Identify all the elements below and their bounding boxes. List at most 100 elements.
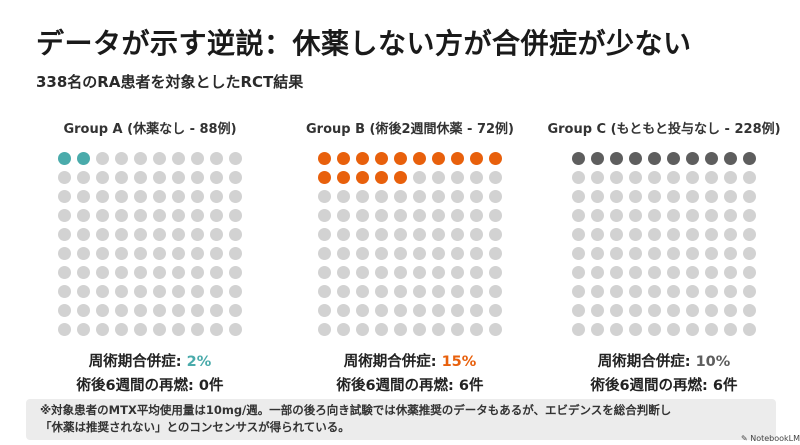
waffle-dot-filled (413, 152, 426, 165)
waffle-dot-empty (667, 209, 680, 222)
waffle-dot-empty (172, 190, 185, 203)
waffle-dot-empty (432, 171, 445, 184)
waffle-dot-empty (470, 247, 483, 260)
waffle-dot-empty (96, 209, 109, 222)
waffle-dot-empty (58, 285, 71, 298)
waffle-dot-empty (724, 304, 737, 317)
waffle-dot-empty (572, 171, 585, 184)
group-c-panel: Group C (もともと投与なし - 228例) 周術期合併症: 10% 術後… (534, 118, 794, 398)
waffle-dot-empty (96, 304, 109, 317)
waffle-dot-empty (629, 209, 642, 222)
waffle-dot-empty (394, 228, 407, 241)
waffle-dot-empty (743, 209, 756, 222)
waffle-dot-empty (394, 285, 407, 298)
waffle-dot-empty (96, 266, 109, 279)
waffle-dot-empty (134, 285, 147, 298)
waffle-dot-empty (172, 323, 185, 336)
waffle-dot-filled (591, 152, 604, 165)
waffle-dot-empty (572, 247, 585, 260)
waffle-dot-empty (489, 304, 502, 317)
waffle-dot-empty (686, 285, 699, 298)
waffle-dot-empty (77, 266, 90, 279)
waffle-dot-empty (705, 323, 718, 336)
waffle-dot-empty (743, 228, 756, 241)
waffle-dot-empty (134, 228, 147, 241)
footnote-line-2: 「休薬は推奨されない」とのコンセンサスが得られている。 (40, 420, 350, 434)
waffle-dot-empty (667, 171, 680, 184)
waffle-dot-filled (686, 152, 699, 165)
waffle-dot-empty (629, 190, 642, 203)
waffle-dot-empty (191, 323, 204, 336)
waffle-dot-filled (489, 152, 502, 165)
waffle-dot-empty (610, 171, 623, 184)
waffle-dot-empty (743, 171, 756, 184)
waffle-dot-empty (470, 228, 483, 241)
waffle-dot-filled (610, 152, 623, 165)
waffle-dot-empty (337, 323, 350, 336)
waffle-dot-filled (572, 152, 585, 165)
page-title: データが示す逆説：休薬しない方が合併症が少ない (36, 27, 692, 60)
waffle-dot-empty (134, 323, 147, 336)
waffle-dot-empty (96, 228, 109, 241)
waffle-dot-empty (172, 266, 185, 279)
waffle-dot-empty (229, 209, 242, 222)
waffle-dot-empty (356, 266, 369, 279)
waffle-dot-empty (134, 152, 147, 165)
waffle-dot-empty (356, 228, 369, 241)
waffle-dot-empty (432, 285, 445, 298)
waffle-dot-empty (610, 190, 623, 203)
waffle-dot-empty (667, 228, 680, 241)
waffle-dot-empty (413, 285, 426, 298)
waffle-dot-empty (591, 228, 604, 241)
waffle-dot-empty (77, 304, 90, 317)
group-c-waffle (572, 152, 756, 336)
waffle-dot-empty (375, 266, 388, 279)
waffle-dot-empty (153, 266, 166, 279)
waffle-dot-empty (210, 152, 223, 165)
waffle-dot-empty (115, 152, 128, 165)
waffle-dot-empty (337, 247, 350, 260)
waffle-dot-empty (318, 190, 331, 203)
waffle-dot-empty (667, 285, 680, 298)
waffle-dot-empty (58, 209, 71, 222)
waffle-dot-empty (337, 304, 350, 317)
waffle-dot-empty (115, 190, 128, 203)
group-b-complication-value: 15% (441, 354, 477, 370)
waffle-dot-empty (134, 266, 147, 279)
waffle-dot-filled (648, 152, 661, 165)
waffle-dot-empty (153, 285, 166, 298)
waffle-dot-empty (686, 190, 699, 203)
waffle-dot-empty (489, 247, 502, 260)
waffle-dot-empty (229, 171, 242, 184)
waffle-dot-empty (134, 209, 147, 222)
waffle-dot-empty (572, 266, 585, 279)
waffle-dot-filled (58, 152, 71, 165)
waffle-dot-empty (172, 247, 185, 260)
waffle-dot-empty (432, 190, 445, 203)
group-a-complication-value: 2% (186, 354, 212, 370)
waffle-dot-empty (451, 323, 464, 336)
waffle-dot-empty (356, 285, 369, 298)
waffle-dot-filled (724, 152, 737, 165)
waffle-dot-empty (96, 171, 109, 184)
waffle-dot-empty (591, 247, 604, 260)
waffle-dot-empty (432, 209, 445, 222)
waffle-dot-empty (572, 285, 585, 298)
waffle-dot-empty (470, 323, 483, 336)
waffle-dot-empty (743, 190, 756, 203)
waffle-dot-empty (58, 304, 71, 317)
waffle-dot-empty (648, 247, 661, 260)
group-b-relapse-label: 術後6週間の再燃: (336, 378, 454, 394)
waffle-dot-empty (318, 247, 331, 260)
waffle-dot-filled (77, 152, 90, 165)
waffle-dot-empty (591, 323, 604, 336)
waffle-dot-empty (610, 228, 623, 241)
group-a-relapse: 術後6週間の再燃: 0件 (20, 374, 280, 398)
waffle-dot-empty (667, 247, 680, 260)
waffle-dot-empty (591, 209, 604, 222)
waffle-dot-empty (115, 285, 128, 298)
waffle-dot-empty (191, 304, 204, 317)
waffle-dot-empty (77, 171, 90, 184)
waffle-dot-empty (337, 285, 350, 298)
waffle-dot-filled (705, 152, 718, 165)
